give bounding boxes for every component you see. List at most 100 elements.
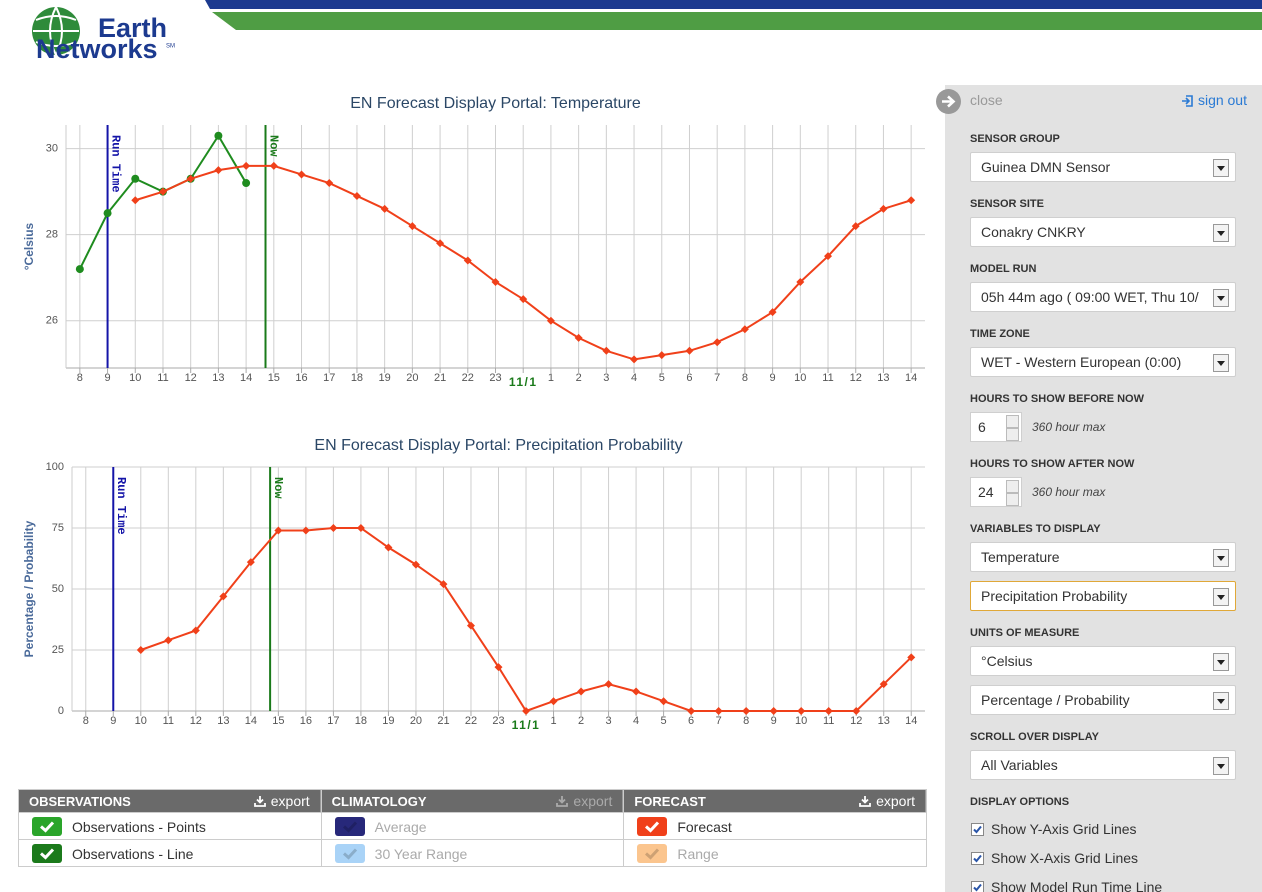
logo-globe-lines — [33, 6, 79, 56]
data-point — [604, 680, 613, 689]
x-tick-label: 21 — [434, 372, 446, 384]
x-tick-label: 14 — [905, 715, 917, 727]
spinner-value: 24 — [978, 484, 994, 500]
legend-toggle[interactable] — [334, 844, 365, 863]
legend-item[interactable]: Observations - Points — [19, 812, 321, 839]
spin-down[interactable] — [1006, 493, 1019, 506]
select[interactable]: Conakry CNKRY — [970, 217, 1236, 247]
y-tick-label: 26 — [46, 315, 58, 327]
legend-toggle[interactable] — [32, 844, 62, 863]
x-tick-label: 20 — [406, 372, 418, 384]
legend-label: Observations - Points — [72, 819, 206, 835]
checkbox-option[interactable]: Show X-Axis Grid Lines — [970, 844, 1236, 873]
checkbox-label: Show Model Run Time Line — [991, 879, 1163, 892]
close-button[interactable] — [935, 88, 962, 115]
data-point — [131, 174, 140, 183]
legend-toggle[interactable] — [32, 817, 62, 836]
select[interactable]: All Variables — [970, 750, 1236, 780]
section-label: DISPLAY OPTIONS — [970, 796, 1070, 808]
spinner-input[interactable]: 6 — [970, 412, 1022, 442]
checkbox[interactable] — [971, 852, 984, 865]
select-arrow[interactable] — [1213, 159, 1229, 177]
legend-item[interactable]: Observations - Line — [19, 839, 321, 866]
select-value: Precipitation Probability — [981, 588, 1128, 604]
data-point — [242, 161, 251, 170]
x-tick-label: 14 — [240, 372, 252, 384]
export-link[interactable]: export — [253, 793, 310, 809]
legend-toggle[interactable] — [637, 817, 668, 836]
select-arrow[interactable] — [1213, 289, 1229, 307]
marker-label: Now — [266, 135, 280, 157]
data-point — [301, 526, 310, 535]
sign-out-link[interactable]: sign out — [1181, 92, 1247, 108]
logo-word: Networks — [36, 34, 158, 64]
legend-toggle[interactable] — [637, 844, 668, 863]
checkbox[interactable] — [971, 881, 984, 892]
select-arrow[interactable] — [1213, 224, 1229, 242]
x-tick-label: 6 — [686, 372, 692, 384]
panel-section: SCROLL OVER DISPLAY All Variables — [970, 730, 1236, 780]
select-arrow[interactable] — [1213, 354, 1229, 372]
checkbox[interactable] — [971, 823, 984, 836]
spin-up[interactable] — [1006, 480, 1019, 493]
spin-down[interactable] — [1006, 428, 1019, 441]
legend-item[interactable]: Range — [624, 839, 927, 866]
export-link[interactable]: export — [859, 793, 915, 809]
legend-column: OBSERVATIONS export Observations - Points O… — [19, 790, 322, 866]
select-value: Temperature — [981, 549, 1060, 565]
logo[interactable]: Earth Networks SM — [32, 6, 175, 64]
data-point — [879, 680, 888, 689]
x-tick-label: 3 — [603, 372, 609, 384]
x-tick-label: 22 — [465, 715, 477, 727]
data-point — [768, 308, 777, 317]
section-label: VARIABLES TO DISPLAY — [970, 523, 1101, 535]
select[interactable]: Precipitation Probability — [970, 581, 1236, 611]
data-point — [685, 346, 694, 355]
panel-section: SENSOR SITE Conakry CNKRY — [970, 197, 1236, 247]
legend-item[interactable]: Average — [321, 812, 624, 839]
select[interactable]: WET - Western European (0:00) — [970, 347, 1236, 377]
export-text: export — [573, 793, 613, 809]
data-point — [214, 131, 223, 140]
x-tick-label: 5 — [661, 715, 667, 727]
legend-group-title: CLIMATOLOGY — [331, 794, 427, 809]
select-arrow[interactable] — [1213, 692, 1229, 710]
data-point — [466, 621, 475, 630]
select-value: WET - Western European (0:00) — [981, 354, 1182, 370]
select-arrow[interactable] — [1213, 653, 1229, 671]
x-tick-label: 12 — [850, 715, 862, 727]
select[interactable]: Temperature — [970, 542, 1236, 572]
select[interactable]: 05h 44m ago ( 09:00 WET, Thu 10/ — [970, 282, 1236, 312]
data-point — [907, 196, 916, 205]
x-tick-label: 13 — [878, 715, 890, 727]
data-point — [879, 204, 888, 213]
x-tick-label: 10 — [135, 715, 147, 727]
legend-toggle[interactable] — [334, 817, 365, 836]
select-value: Guinea DMN Sensor — [981, 159, 1111, 175]
select[interactable]: °Celsius — [970, 646, 1236, 676]
checkbox-option[interactable]: Show Model Run Time Line — [970, 873, 1236, 892]
data-point — [549, 697, 558, 706]
select[interactable]: Percentage / Probability — [970, 685, 1236, 715]
y-axis-title: Percentage / Probability — [22, 520, 36, 657]
legend-item[interactable]: Forecast — [624, 812, 927, 839]
export-link[interactable]: export — [556, 793, 612, 809]
data-point — [851, 222, 860, 231]
data-point — [522, 707, 531, 715]
panel-section: HOURS TO SHOW AFTER NOW 24 360 hour max — [970, 457, 1236, 507]
close-link[interactable]: close — [970, 92, 1003, 108]
select-arrow[interactable] — [1213, 757, 1229, 775]
legend-item[interactable]: 30 Year Range — [321, 839, 624, 866]
select-value: 05h 44m ago ( 09:00 WET, Thu 10/ — [981, 289, 1199, 305]
export-icon — [253, 796, 266, 807]
checkbox-option[interactable]: Show Y-Axis Grid Lines — [970, 815, 1236, 844]
spin-up[interactable] — [1006, 415, 1019, 428]
y-axis-title: °Celsius — [22, 222, 36, 270]
select-arrow[interactable] — [1213, 588, 1229, 606]
legend-group-title: FORECAST — [634, 794, 706, 809]
select-arrow[interactable] — [1213, 549, 1229, 567]
select[interactable]: Guinea DMN Sensor — [970, 152, 1236, 182]
data-point — [546, 316, 555, 325]
data-point — [713, 338, 722, 347]
spinner-input[interactable]: 24 — [970, 477, 1022, 507]
